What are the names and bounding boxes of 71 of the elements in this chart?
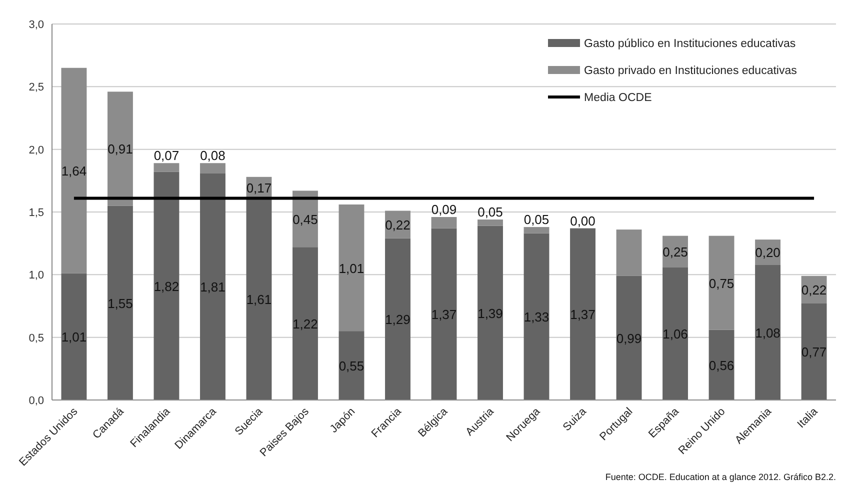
y-tick-label: 3,0 [28, 19, 44, 31]
data-label: 0,45 [292, 212, 318, 227]
data-label: 1,37 [570, 307, 596, 322]
bar [154, 172, 180, 400]
bar [61, 273, 87, 400]
legend-label: Gasto privado en Instituciones educativas [584, 65, 798, 77]
bar [338, 331, 364, 400]
legend-label: Gasto público en Instituciones educativas [584, 38, 796, 50]
bar [61, 68, 87, 274]
source-note: Fuente: OCDE. Education at a glance 2012. Gráfico B2.2. [605, 472, 836, 482]
data-label: 1,08 [755, 325, 780, 340]
data-label: 0,09 [431, 202, 457, 218]
data-label: 0,55 [338, 358, 364, 374]
data-label: 1,01 [61, 330, 87, 345]
data-label: 0,99 [616, 330, 642, 346]
data-label: 0,22 [385, 218, 410, 233]
bar [616, 276, 642, 400]
data-label: 1,64 [61, 164, 87, 179]
data-label: 0,77 [801, 344, 827, 360]
bar [708, 330, 734, 400]
y-tick-label: 2,0 [28, 144, 44, 156]
data-label: 0,75 [708, 276, 734, 291]
data-label: 0,20 [755, 245, 780, 260]
y-tick-label: 0,5 [28, 332, 44, 344]
bar [524, 233, 550, 400]
data-label: 1,29 [385, 312, 410, 328]
data-label: 0,22 [801, 282, 827, 298]
bar [570, 228, 596, 400]
data-label: 1,01 [338, 260, 364, 276]
bar [108, 92, 133, 206]
bar [200, 163, 226, 174]
bar [708, 236, 734, 330]
y-tick-label: 1,0 [28, 270, 44, 282]
bar [385, 238, 410, 400]
bar [431, 228, 457, 400]
bar [662, 267, 688, 400]
bar [478, 220, 503, 226]
bar [246, 198, 272, 400]
y-tick-label: 1,5 [28, 207, 44, 219]
data-label: 0,08 [200, 148, 226, 164]
data-label: 0,07 [154, 148, 180, 164]
data-label: 1,06 [662, 326, 688, 342]
y-tick-label: 2,5 [28, 82, 44, 94]
y-tick-label: 0,0 [28, 395, 44, 407]
bar [431, 217, 457, 228]
data-label: 1,61 [246, 292, 272, 308]
bar [616, 230, 642, 276]
bar [801, 303, 827, 400]
data-label: 1,37 [431, 307, 457, 322]
bar [478, 226, 503, 400]
bar [755, 264, 780, 400]
data-label: 0,25 [662, 244, 688, 260]
data-label: 1,81 [200, 280, 226, 295]
legend-label: Media OCDE [584, 92, 652, 104]
data-label: 1,22 [292, 316, 318, 332]
data-label: 0,05 [524, 212, 550, 228]
bar [524, 227, 550, 234]
data-label: 0,05 [478, 204, 503, 220]
data-label: 0,91 [108, 142, 133, 157]
data-label: 1,82 [154, 278, 180, 294]
bar [154, 163, 180, 172]
data-label: 1,55 [108, 296, 133, 311]
bar [200, 173, 226, 400]
bar [292, 247, 318, 400]
data-label: 1,39 [478, 306, 503, 321]
data-label: 0,00 [570, 213, 596, 228]
bar [108, 206, 133, 400]
data-label: 1,33 [524, 310, 550, 325]
data-label: 0,17 [246, 180, 272, 196]
bar [338, 204, 364, 332]
data-label: 0,56 [708, 358, 734, 373]
